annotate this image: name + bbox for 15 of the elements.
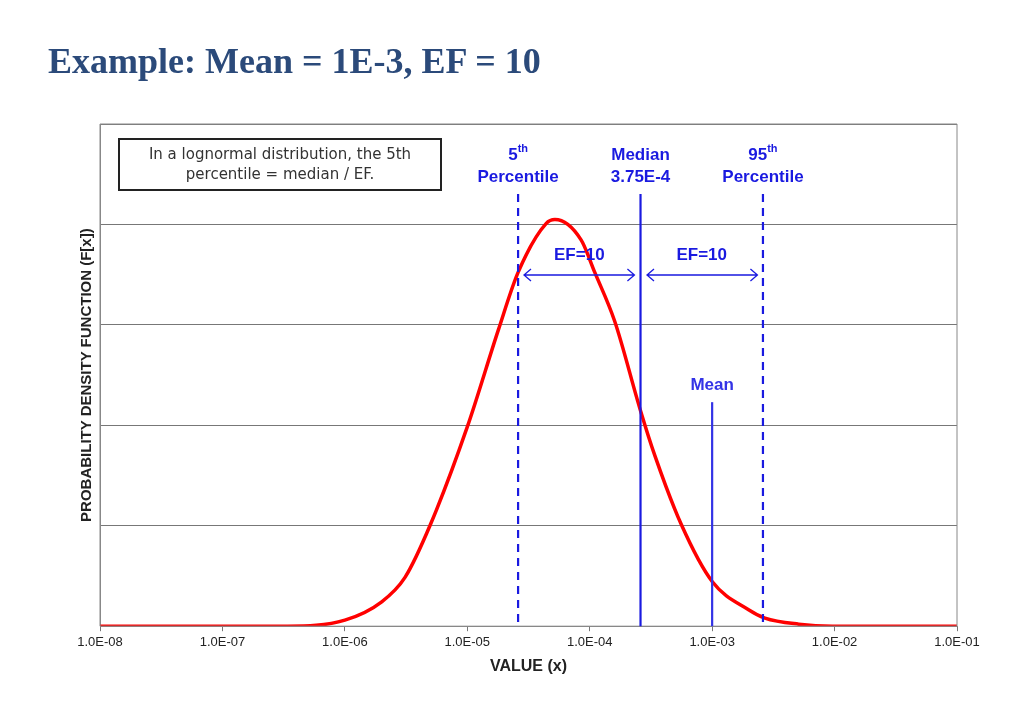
x-axis-title: VALUE (x) bbox=[489, 656, 568, 674]
x-tick-label: 1.0E-02 bbox=[811, 633, 858, 649]
x-tick-label: 1.0E-08 bbox=[77, 633, 123, 649]
x-tick-label: 1.0E-04 bbox=[566, 633, 613, 649]
annotation: EF=10 bbox=[676, 244, 728, 264]
x-tick-label: 1.0E-05 bbox=[444, 633, 491, 649]
x-tick-label: 1.0E-01 bbox=[934, 633, 980, 649]
x-tick-label: 1.0E-03 bbox=[689, 633, 735, 649]
y-axis-title: PROBABILITY DENSITY FUNCTION (F[x]) bbox=[77, 228, 95, 522]
text: In a lognormal distribution, the 5th percentile = median / EF. bbox=[118, 138, 442, 191]
x-tick-label: 1.0E-06 bbox=[322, 633, 368, 649]
ref-line-label: Mean bbox=[690, 375, 734, 395]
x-tick-label: 1.0E-07 bbox=[199, 633, 246, 649]
ref-line-label: Median 3.75E-4 bbox=[610, 145, 671, 186]
chart-title: Example: Mean = 1E-3, EF = 10 bbox=[48, 40, 541, 82]
